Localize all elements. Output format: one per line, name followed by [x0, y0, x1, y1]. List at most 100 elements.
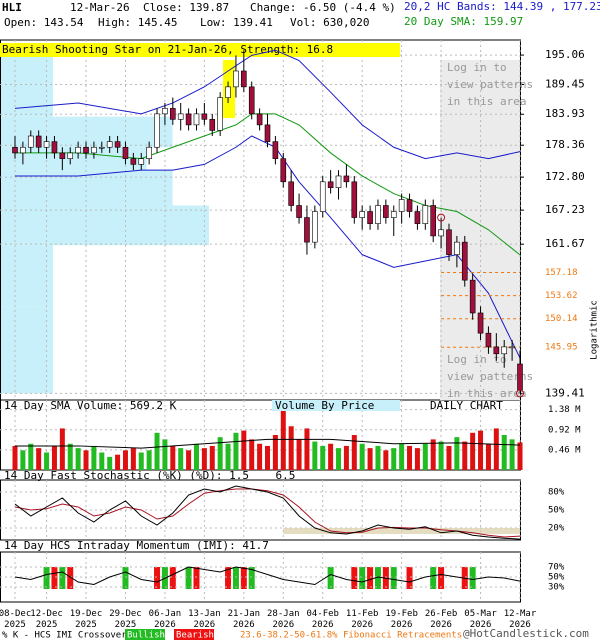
- candle-body: [217, 97, 223, 131]
- momentum-line: [14, 566, 521, 586]
- volume-bar: [122, 450, 128, 470]
- bullish-crossover-bar: [430, 567, 437, 589]
- volume-bar: [217, 437, 223, 470]
- volume-bar: [186, 450, 192, 470]
- bearish-crossover-bar: [225, 567, 232, 589]
- volume-bar: [170, 445, 176, 470]
- candle-body: [446, 229, 452, 255]
- footer-bearish: Bearish: [176, 631, 214, 640]
- candle-body: [35, 135, 42, 148]
- candle-body: [438, 229, 444, 237]
- volume-bar: [265, 445, 270, 470]
- volume-bar: [178, 448, 184, 470]
- candle-body: [20, 146, 26, 154]
- candle-body: [296, 205, 302, 218]
- candle-body: [130, 158, 137, 165]
- volume-bar: [501, 435, 507, 470]
- volume-bar: [67, 443, 73, 470]
- volume-bar: [201, 448, 207, 470]
- x-tick-label: 11-Feb 2026: [346, 609, 379, 630]
- volume-bar: [328, 443, 334, 470]
- sma-line: [15, 113, 521, 256]
- stochastic-k-line: [14, 485, 521, 540]
- volume-bar: [75, 448, 81, 470]
- close: Close: 139.87: [143, 1, 229, 14]
- login-text: Log in to: [447, 353, 507, 366]
- volume-bar: [470, 432, 476, 470]
- candle-body: [225, 86, 231, 98]
- candle-body: [335, 175, 342, 188]
- x-tick-label: 19-Dec 2025: [70, 609, 103, 630]
- volume-bar: [59, 428, 65, 470]
- candle-body: [501, 346, 508, 355]
- y-tick-label: 0.92 M: [548, 425, 581, 435]
- candle-body: [122, 146, 129, 159]
- volume-bar: [391, 448, 397, 470]
- volume-bar: [272, 435, 278, 470]
- panel-title: 14 Day Fast Stochastic (%K) (%D): 1.5 6.…: [4, 469, 295, 482]
- candle-body: [485, 332, 492, 348]
- change: Change: -6.50 (-4.4 %): [250, 1, 396, 14]
- volume-bar: [296, 439, 302, 470]
- panel-label: Volume By Price: [275, 399, 374, 412]
- volume-bar: [320, 445, 326, 470]
- volume-bar: [517, 442, 523, 470]
- candle-body: [162, 108, 168, 115]
- candle-body: [209, 119, 216, 131]
- y-tick-label: 167.23: [545, 203, 585, 216]
- candle-body: [83, 146, 89, 154]
- candle-body: [312, 211, 318, 243]
- login-text: view patterns: [447, 78, 533, 91]
- candle-body: [114, 141, 121, 148]
- volume-by-price-label-bg: [272, 400, 400, 411]
- candle-body: [51, 141, 58, 154]
- candle-body: [406, 199, 413, 212]
- bullish-crossover-bar: [374, 567, 381, 589]
- candle-body: [430, 205, 437, 237]
- bullish-crossover-bar: [122, 567, 129, 589]
- bullish-crossover-bar: [185, 567, 192, 589]
- bullish-crossover-bar: [469, 567, 476, 589]
- oversold-zone: [283, 528, 520, 534]
- volume-bar: [454, 437, 460, 470]
- login-text: in this area: [447, 95, 526, 108]
- x-tick-label: 12-Dec 2025: [30, 609, 63, 630]
- stochastic-d-line: [14, 488, 521, 538]
- y-tick-label: 172.80: [545, 170, 585, 183]
- footer-site: @HotCandlestick.com: [463, 627, 589, 640]
- candle-body: [390, 211, 397, 218]
- bearish-crossover-bar: [406, 567, 413, 589]
- x-tick-label: 13-Jan 2026: [188, 609, 221, 630]
- y-tick-label: 50%: [548, 506, 565, 516]
- candle-body: [43, 141, 50, 148]
- volume-bar: [414, 448, 420, 470]
- bearish-crossover-bar: [367, 567, 374, 589]
- y-tick-label: 1.38 M: [548, 405, 581, 415]
- volume-by-price-bar: [1, 245, 53, 307]
- volume-bar: [478, 430, 484, 470]
- candle-body: [241, 70, 247, 88]
- bullish-crossover-bar: [390, 567, 397, 589]
- candle-body: [414, 211, 421, 224]
- candle-body: [359, 211, 365, 218]
- x-tick-label: 12-Mar 2026: [504, 609, 537, 630]
- bearish-swatch: [174, 629, 214, 640]
- x-tick-label: 08-Dec 2025: [0, 609, 31, 630]
- candle-body: [375, 205, 381, 224]
- candle-body: [91, 146, 97, 154]
- volume-by-price-bar: [1, 50, 53, 117]
- login-text: view patterns: [447, 370, 533, 383]
- candle-body: [304, 217, 310, 243]
- volume-bar: [225, 443, 231, 470]
- candle-body: [170, 108, 176, 120]
- candle-body: [477, 312, 484, 334]
- volume-bar: [44, 452, 50, 470]
- low: Low: 139.41: [200, 16, 273, 29]
- volume-bar: [375, 445, 381, 470]
- volume-bar: [257, 443, 263, 470]
- volume-bar: [383, 450, 389, 470]
- x-tick-label: 06-Jan 2026: [149, 609, 182, 630]
- y-tick-label: 183.93: [545, 107, 585, 120]
- volume-bar: [209, 445, 215, 470]
